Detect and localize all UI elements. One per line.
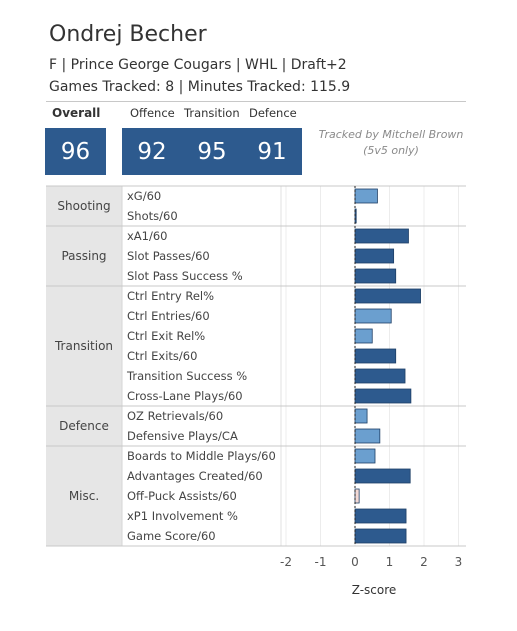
category-cell-transition (46, 286, 122, 406)
metric-label: Off-Puck Assists/60 (127, 489, 237, 503)
metric-label: xA1/60 (127, 229, 168, 243)
bar-oz-retrievals-60 (354, 408, 368, 424)
header-divider (46, 101, 466, 102)
tracking-info: Games Tracked: 8 | Minutes Tracked: 115.… (49, 79, 351, 95)
player-info: F | Prince George Cougars | WHL | Draft+… (49, 57, 347, 73)
x-tick-label: 1 (386, 555, 394, 569)
metric-label: Ctrl Entries/60 (127, 309, 210, 323)
x-tick-label: 0 (351, 555, 359, 569)
transition-label: Transition (184, 106, 240, 120)
category-label: Passing (61, 249, 106, 263)
metric-label: Ctrl Entry Rel% (127, 289, 214, 303)
defence-label: Defence (249, 106, 297, 120)
metric-label: OZ Retrievals/60 (127, 409, 223, 423)
metric-label: Transition Success % (126, 369, 247, 383)
bar-boards-to-middle-plays-60 (354, 448, 376, 464)
bar-ctrl-exit-rel (354, 328, 373, 344)
bar-slot-passes-60 (354, 248, 395, 264)
offence-score: 92 (137, 139, 167, 165)
metric-label: Boards to Middle Plays/60 (127, 449, 276, 463)
metric-label: Slot Passes/60 (127, 249, 210, 263)
metric-label: xG/60 (127, 189, 161, 203)
x-tick-label: -1 (315, 555, 327, 569)
category-cell-misc (46, 446, 122, 546)
metric-label: Game Score/60 (127, 529, 216, 543)
bar-xa1-60 (354, 228, 409, 244)
bar-ctrl-entry-rel (354, 288, 421, 304)
bar-game-score-60 (354, 528, 407, 544)
metric-label: Shots/60 (127, 209, 178, 223)
overall-score-box: 96 (45, 128, 106, 175)
credit-line-1: Tracked by Mitchell Brown (318, 128, 464, 141)
category-label: Misc. (69, 489, 99, 503)
defence-score: 91 (257, 139, 287, 165)
bar-slot-pass-success (354, 268, 397, 284)
transition-score: 95 (197, 139, 227, 165)
bar-xp1-involvement (354, 508, 407, 524)
metric-label: xP1 Involvement % (127, 509, 238, 523)
bar-ctrl-entries-60 (354, 308, 392, 324)
x-tick-label: 2 (420, 555, 428, 569)
bar-ctrl-exits-60 (354, 348, 397, 364)
offence-label: Offence (130, 106, 175, 120)
category-label: Shooting (57, 199, 110, 213)
bar-xg-60 (354, 188, 378, 204)
overall-label: Overall (52, 106, 101, 120)
bar-transition-success (354, 368, 406, 384)
x-axis-title: Z-score (352, 583, 397, 597)
tracking-credit: Tracked by Mitchell Brown (5v5 only) (312, 127, 470, 159)
category-cell-defence (46, 406, 122, 446)
metric-label: Slot Pass Success % (127, 269, 243, 283)
bar-advantages-created-60 (354, 468, 411, 484)
bar-off-puck-assists-60 (354, 488, 360, 504)
category-label: Transition (54, 339, 113, 353)
metric-label: Ctrl Exits/60 (127, 349, 197, 363)
x-tick-label: 3 (455, 555, 463, 569)
x-tick-label: -2 (280, 555, 292, 569)
metric-label: Advantages Created/60 (127, 469, 263, 483)
bar-defensive-plays-ca (354, 428, 381, 444)
category-cell-shooting (46, 186, 122, 226)
category-label: Defence (59, 419, 109, 433)
metric-label: Cross-Lane Plays/60 (127, 389, 243, 403)
player-name: Ondrej Becher (49, 22, 207, 47)
bar-cross-lane-plays-60 (354, 388, 412, 404)
metric-label: Defensive Plays/CA (127, 429, 238, 443)
credit-line-2: (5v5 only) (363, 144, 419, 157)
metric-label: Ctrl Exit Rel% (127, 329, 205, 343)
sub-scores-box: 92 95 91 (122, 128, 302, 175)
overall-score: 96 (60, 139, 91, 165)
category-cell-passing (46, 226, 122, 286)
